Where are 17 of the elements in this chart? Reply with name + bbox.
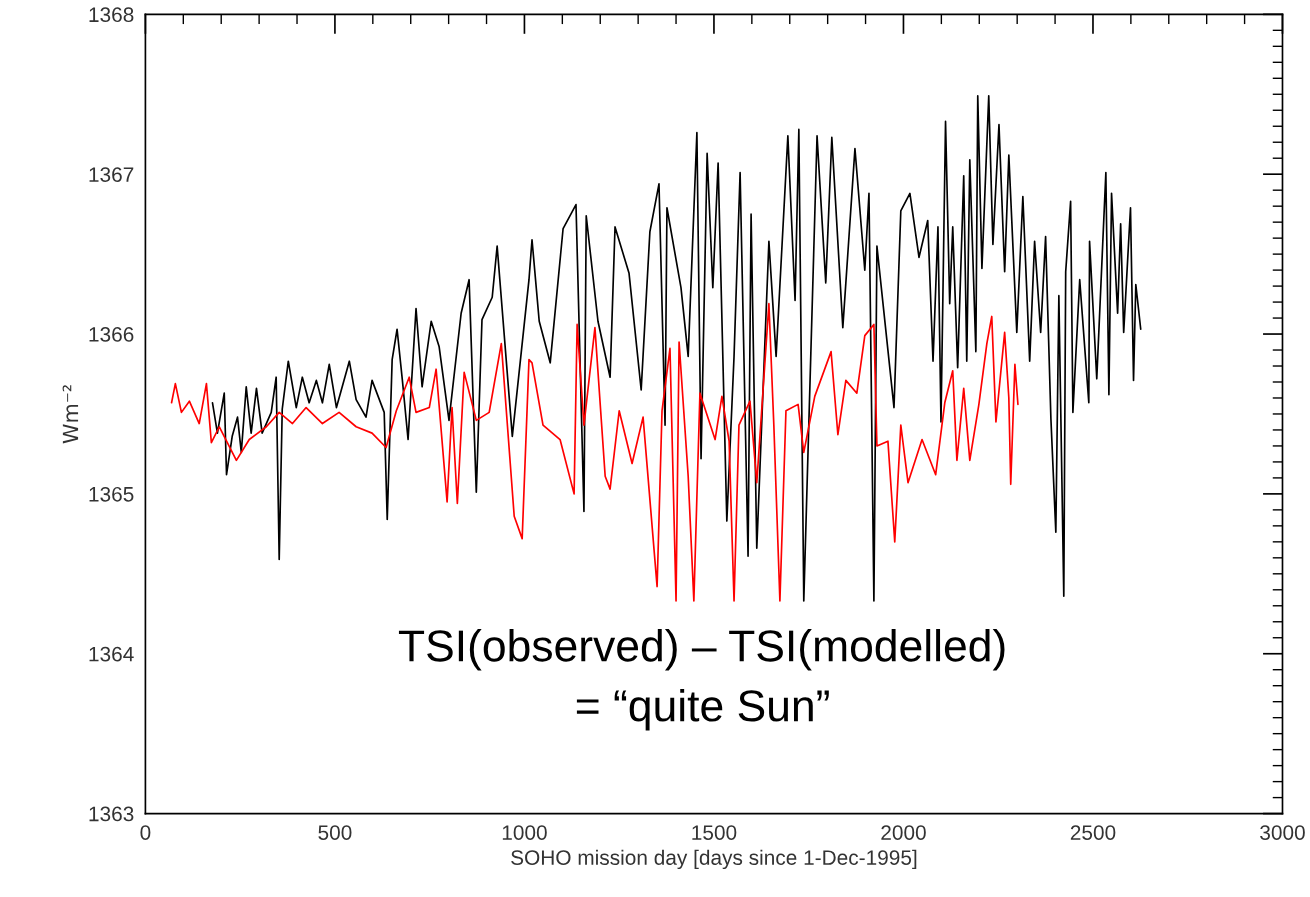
x-axis-title: SOHO mission day [days since 1-Dec-1995] — [511, 849, 917, 870]
x-tick-label: 0 — [140, 825, 151, 840]
y-tick-label: 1363 — [89, 806, 134, 822]
y-tick-label: 1368 — [89, 7, 134, 23]
annotation: TSI(observed) – TSI(modelled) — [398, 629, 1005, 671]
x-tick-label: 3000 — [1260, 825, 1305, 840]
y-tick-label: 1365 — [89, 486, 134, 502]
x-tick-label: 2000 — [881, 825, 926, 840]
y-tick-label: 1366 — [89, 327, 134, 342]
x-tick-label: 1500 — [692, 825, 737, 840]
x-tick-label: 2500 — [1070, 825, 1116, 840]
x-tick-label: 500 — [318, 825, 352, 840]
annotation: = “quite Sun” — [576, 688, 829, 731]
y-axis-title: Wm⁻² — [62, 385, 79, 444]
x-tick-label: 1000 — [502, 825, 547, 840]
y-tick-label: 1367 — [89, 167, 134, 182]
y-tick-label: 1364 — [89, 646, 134, 662]
